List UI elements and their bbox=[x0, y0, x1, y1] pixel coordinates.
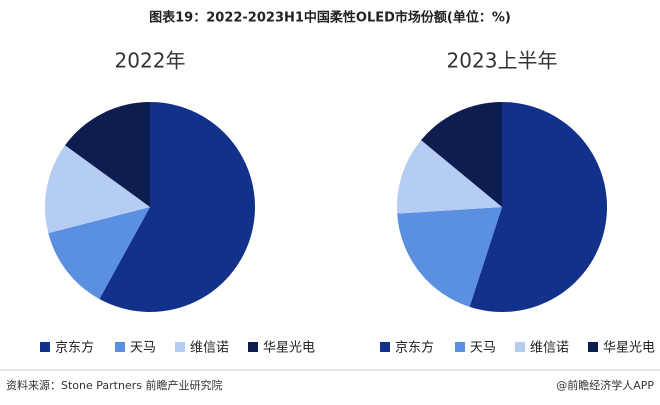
legend-label: 京东方 bbox=[395, 340, 434, 356]
legend-label: 维信诺 bbox=[190, 341, 229, 356]
pie-slice bbox=[397, 207, 502, 307]
legend-swatch bbox=[115, 342, 125, 352]
legend-swatch bbox=[515, 342, 525, 352]
pie-slice bbox=[65, 102, 150, 207]
pie-slice bbox=[469, 102, 608, 312]
legend-label: 维信诺 bbox=[530, 341, 569, 356]
chart-subtitle: 2023上半年 bbox=[447, 49, 558, 73]
legend-label: 天马 bbox=[470, 341, 496, 356]
legend-label: 天马 bbox=[130, 341, 156, 356]
pie-slice bbox=[45, 145, 151, 234]
legend-swatch bbox=[380, 342, 390, 352]
legend-swatch bbox=[248, 342, 258, 352]
pie-slice bbox=[397, 140, 502, 214]
pie-slice bbox=[99, 102, 255, 312]
legend-swatch bbox=[40, 342, 50, 352]
credit: @前瞻经济学人APP bbox=[556, 378, 654, 392]
chart-subtitle: 2022年 bbox=[115, 49, 186, 73]
legend-label: 华星光电 bbox=[263, 341, 315, 356]
legend-swatch bbox=[455, 342, 465, 352]
pie-slice bbox=[48, 207, 150, 300]
legend-swatch bbox=[588, 342, 598, 352]
legend-label: 华星光电 bbox=[603, 341, 655, 356]
pie-slice bbox=[421, 102, 502, 207]
page-title: 图表19：2022-2023H1中国柔性OLED市场份额(单位：%) bbox=[149, 10, 511, 26]
legend-swatch bbox=[175, 342, 185, 352]
legend-label: 京东方 bbox=[55, 340, 94, 356]
source-note: 资料来源：Stone Partners 前瞻产业研究院 bbox=[6, 378, 222, 392]
